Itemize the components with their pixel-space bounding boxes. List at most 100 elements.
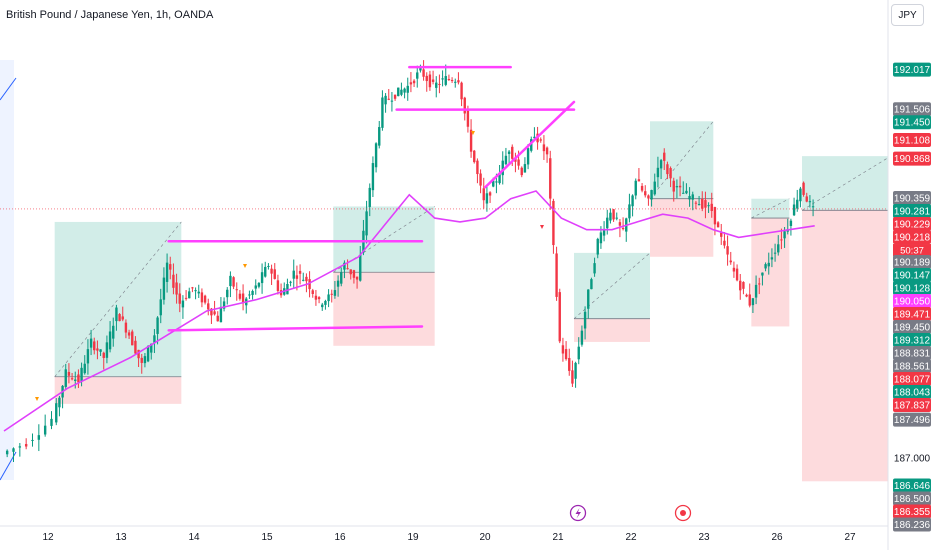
candle: [118, 313, 121, 322]
candle: [159, 288, 162, 324]
price-label-text: 191.506: [894, 105, 931, 116]
price-label: 190.229: [893, 217, 931, 232]
candle: [181, 295, 185, 319]
candle-body: [400, 89, 403, 95]
candle: [409, 72, 413, 93]
candle-body: [612, 209, 615, 220]
price-label-text: 188.077: [894, 375, 931, 386]
candle-body: [153, 335, 156, 343]
x-tick-label: 16: [334, 532, 346, 543]
candle: [520, 166, 523, 178]
candle: [378, 120, 381, 149]
candle-body: [507, 151, 511, 154]
candle: [368, 183, 371, 217]
candle-body: [416, 72, 419, 79]
candle: [169, 256, 172, 280]
candle-body: [12, 448, 15, 452]
currency-button[interactable]: JPY: [891, 4, 924, 26]
candle-body: [729, 260, 732, 263]
candle-body: [425, 75, 428, 82]
candle: [631, 194, 634, 217]
candle-body: [308, 279, 311, 290]
candle-body: [504, 155, 508, 165]
candle-body: [517, 159, 520, 166]
candle: [340, 267, 343, 287]
candle-body: [200, 292, 204, 303]
candle-body: [222, 301, 226, 309]
price-label: 189.312: [893, 333, 931, 348]
candle: [672, 177, 675, 202]
candle: [270, 264, 273, 285]
candle-body: [682, 192, 685, 194]
candle-body: [251, 290, 254, 295]
candle-body: [397, 87, 400, 97]
candle-body: [492, 180, 495, 187]
candle-body: [248, 294, 251, 296]
candle-body: [672, 180, 675, 192]
candle: [542, 135, 546, 160]
candle-body: [751, 298, 755, 306]
price-label-bg: [893, 151, 931, 166]
candle-body: [773, 252, 777, 254]
candle: [514, 152, 517, 173]
candle-body: [64, 369, 67, 387]
candle: [257, 281, 261, 289]
left-range-zone: [0, 60, 14, 480]
candle-body: [511, 146, 514, 159]
candle: [811, 199, 815, 217]
candle: [140, 353, 143, 374]
candle-body: [713, 207, 717, 225]
candle-body: [254, 285, 257, 289]
candle: [273, 263, 276, 280]
candle-body: [571, 370, 574, 384]
candle: [12, 447, 15, 463]
candle-body: [169, 264, 172, 270]
candle: [346, 259, 349, 270]
candle-body: [596, 238, 599, 255]
candle: [526, 143, 530, 170]
price-label-bg: [893, 204, 931, 219]
price-label-text: 192.017: [894, 65, 931, 76]
candle-body: [501, 160, 504, 176]
candle-body: [710, 203, 713, 211]
candle-body: [273, 269, 276, 279]
candle: [162, 267, 166, 305]
candle-body: [181, 300, 185, 308]
candle-body: [621, 227, 625, 230]
candle: [254, 279, 257, 295]
candle-body: [178, 293, 181, 304]
candle: [400, 82, 403, 97]
price-label: 186.500: [893, 491, 931, 506]
candle-body: [89, 338, 93, 348]
candle: [5, 449, 9, 458]
price-label: 188.043: [893, 385, 931, 400]
candle: [83, 355, 86, 375]
candle-body: [602, 230, 606, 236]
candle: [454, 78, 457, 88]
price-label: 187.837: [893, 398, 931, 413]
candle: [539, 137, 542, 143]
candle-body: [558, 292, 561, 342]
candle: [355, 276, 359, 289]
candle: [682, 181, 685, 194]
drawing-line-4: [484, 100, 576, 189]
candle-body: [564, 349, 568, 360]
price-label-bg: [893, 398, 931, 413]
x-tick-label: 23: [698, 532, 710, 543]
candle-body: [748, 294, 751, 306]
candle: [555, 246, 558, 301]
candle: [55, 398, 58, 426]
candle: [77, 369, 80, 389]
candle-body: [707, 205, 710, 207]
candle-body: [241, 293, 245, 303]
candle: [748, 283, 751, 308]
candle-body: [143, 356, 147, 364]
candle: [767, 252, 770, 275]
candle: [390, 91, 394, 112]
price-label-bg: [893, 255, 931, 270]
candle-body: [754, 284, 758, 298]
price-label-text: 189.450: [894, 323, 931, 334]
candle: [165, 253, 169, 293]
candle-body: [533, 136, 536, 139]
